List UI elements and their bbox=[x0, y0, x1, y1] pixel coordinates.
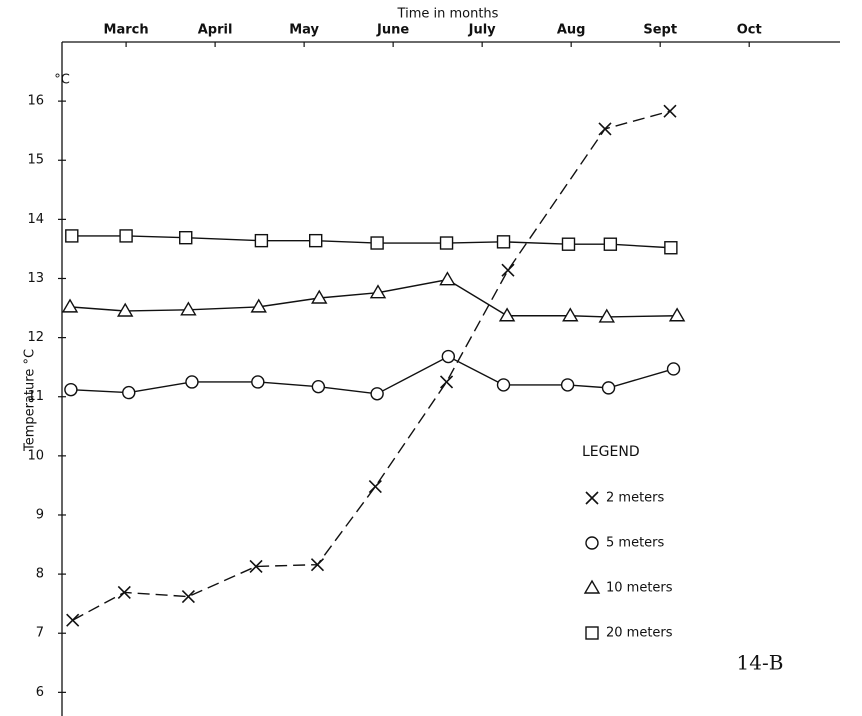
marker bbox=[65, 229, 79, 243]
legend-label: 5 meters bbox=[606, 536, 665, 551]
marker bbox=[598, 122, 612, 136]
marker bbox=[66, 613, 80, 627]
marker bbox=[598, 308, 615, 323]
marker bbox=[496, 378, 511, 392]
y-tick-label: 13 bbox=[27, 271, 44, 286]
marker bbox=[250, 298, 267, 313]
marker bbox=[179, 230, 193, 245]
x-tick-label: March bbox=[104, 23, 149, 38]
legend-label: 10 meters bbox=[606, 581, 673, 596]
marker bbox=[368, 480, 382, 494]
marker bbox=[64, 382, 78, 397]
marker bbox=[498, 307, 516, 322]
y-tick-label: 7 bbox=[36, 626, 44, 641]
marker bbox=[119, 229, 133, 243]
y-tick-label: 15 bbox=[27, 153, 44, 168]
marker bbox=[185, 375, 199, 389]
y-tick-label: 9 bbox=[36, 507, 44, 522]
y-tick-label: 10 bbox=[27, 448, 44, 463]
marker bbox=[370, 387, 384, 401]
marker bbox=[308, 233, 323, 248]
marker bbox=[310, 558, 325, 572]
marker bbox=[249, 559, 263, 573]
marker bbox=[180, 301, 197, 316]
marker bbox=[439, 236, 454, 250]
x-tick-label: Oct bbox=[737, 23, 762, 38]
marker bbox=[501, 263, 515, 277]
marker bbox=[664, 241, 678, 255]
x-tick-label: Aug bbox=[557, 23, 586, 38]
y-tick-label: 8 bbox=[36, 567, 44, 582]
marker bbox=[439, 271, 456, 286]
marker bbox=[369, 284, 387, 299]
marker bbox=[439, 375, 454, 389]
marker bbox=[583, 579, 601, 594]
x-tick-label: May bbox=[289, 23, 319, 38]
annotation: 14-B bbox=[737, 651, 784, 675]
marker bbox=[562, 307, 579, 322]
marker bbox=[441, 349, 456, 364]
marker bbox=[251, 375, 265, 389]
y-tick-label: 14 bbox=[27, 212, 44, 227]
series-line bbox=[72, 110, 671, 621]
y-tick-label: 16 bbox=[27, 94, 44, 109]
marker bbox=[496, 235, 511, 249]
legend-label: 2 meters bbox=[606, 491, 665, 506]
marker bbox=[603, 237, 618, 251]
marker bbox=[585, 491, 599, 505]
series-line bbox=[70, 355, 674, 395]
legend-label: 20 meters bbox=[606, 626, 673, 641]
marker bbox=[116, 302, 134, 317]
x-tick-label: June bbox=[376, 23, 409, 38]
y-tick-label: 11 bbox=[27, 389, 44, 404]
marker bbox=[668, 307, 686, 322]
marker bbox=[122, 385, 136, 400]
y-tick-label: 12 bbox=[27, 330, 44, 345]
y-tick-label: 6 bbox=[36, 685, 44, 700]
legend-title: LEGEND bbox=[582, 444, 640, 460]
x-tick-label: July bbox=[468, 23, 497, 38]
y-axis-label: Temperature °C bbox=[23, 349, 38, 452]
marker bbox=[61, 298, 79, 313]
marker bbox=[561, 237, 576, 251]
marker bbox=[663, 104, 677, 118]
marker bbox=[311, 289, 328, 304]
chart-title: Time in months bbox=[397, 7, 499, 22]
marker bbox=[585, 536, 599, 550]
marker bbox=[560, 378, 575, 392]
x-tick-label: Sept bbox=[643, 23, 677, 38]
marker bbox=[585, 626, 599, 640]
marker bbox=[311, 379, 326, 394]
marker bbox=[181, 590, 195, 604]
marker bbox=[601, 381, 616, 395]
marker bbox=[254, 233, 269, 248]
marker bbox=[370, 236, 384, 250]
marker bbox=[117, 585, 131, 599]
marker bbox=[666, 362, 681, 376]
x-tick-label: April bbox=[198, 23, 233, 38]
